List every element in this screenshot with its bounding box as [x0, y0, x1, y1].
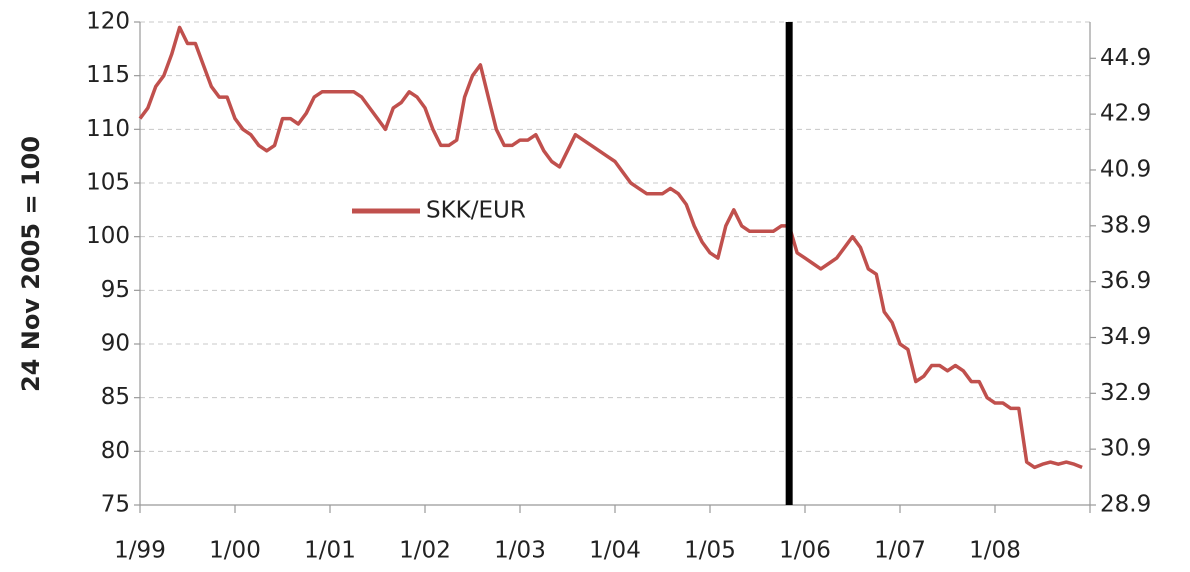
y2-tick-label: 44.9	[1100, 45, 1151, 71]
y-tick-label: 120	[86, 9, 130, 35]
x-tick-label: 1/00	[209, 538, 261, 564]
x-tick-label: 1/04	[589, 538, 641, 564]
y-tick-label: 95	[101, 277, 130, 303]
y2-tick-label: 34.9	[1100, 324, 1151, 350]
y-tick-label: 85	[101, 384, 130, 410]
x-tick-label: 1/05	[684, 538, 736, 564]
y-tick-label: 100	[86, 223, 130, 249]
y2-tick-label: 42.9	[1100, 101, 1151, 127]
x-tick-label: 1/03	[494, 538, 546, 564]
series-line	[138, 25, 1083, 470]
x-tick-label: 1/01	[304, 538, 356, 564]
y-tick-label: 80	[101, 438, 130, 464]
y2-tick-label: 28.9	[1100, 492, 1151, 518]
y-tick-label: 110	[86, 116, 130, 142]
legend-label: SKK/EUR	[426, 198, 526, 224]
y-tick-label: 105	[86, 170, 130, 196]
x-tick-label: 1/99	[114, 538, 166, 564]
y2-tick-label: 32.9	[1100, 380, 1151, 406]
x-tick-label: 1/02	[399, 538, 451, 564]
x-tick-label: 1/06	[779, 538, 831, 564]
y2-tick-label: 38.9	[1100, 212, 1151, 238]
y-tick-label: 75	[101, 492, 130, 518]
x-tick-label: 1/07	[874, 538, 926, 564]
y-tick-label: 115	[86, 62, 130, 88]
y2-tick-label: 30.9	[1100, 436, 1151, 462]
y-tick-label: 90	[101, 331, 130, 357]
y-axis-label: 24 Nov 2005 = 100	[17, 136, 45, 392]
y2-tick-label: 40.9	[1100, 156, 1151, 182]
x-tick-label: 1/08	[969, 538, 1021, 564]
y2-tick-label: 36.9	[1100, 268, 1151, 294]
